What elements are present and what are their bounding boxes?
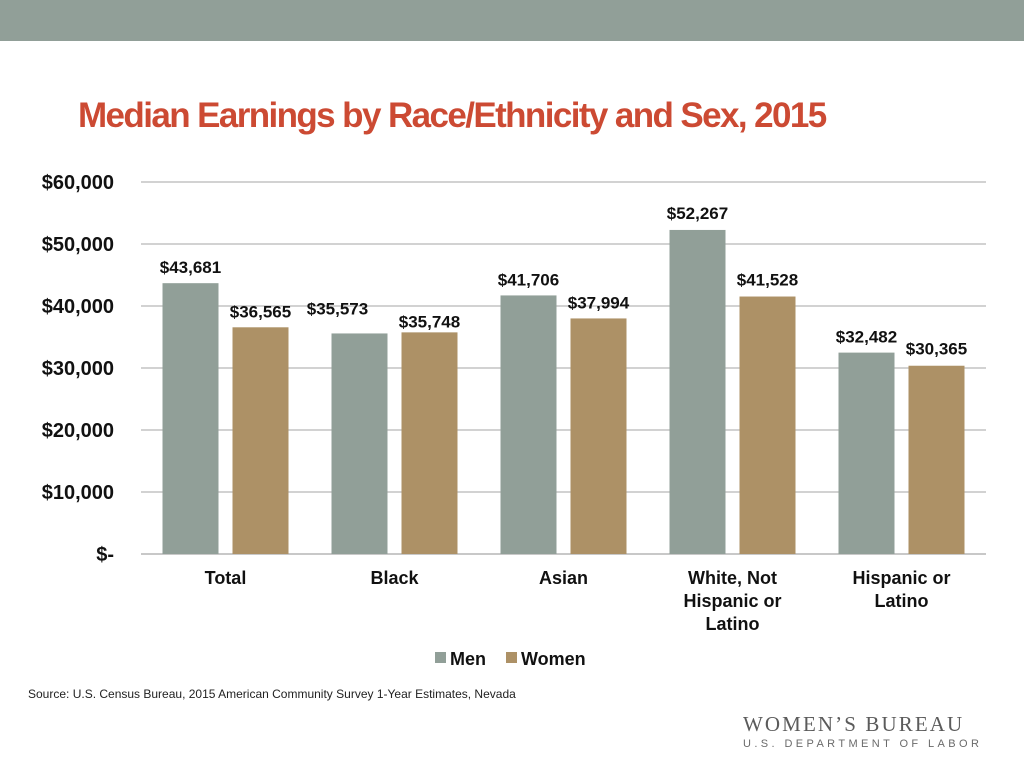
bar-women [401,332,458,554]
data-label: $32,482 [836,328,897,347]
y-tick-label: $30,000 [42,358,114,380]
legend: Men Women [435,649,586,669]
data-label: $43,681 [160,258,221,277]
data-label: $41,528 [737,271,798,290]
x-tick-label: Total [205,568,247,588]
bars [162,229,965,555]
bar-men [669,229,726,555]
x-tick-label: Black [370,568,419,588]
bar-men [162,283,219,554]
bar-women [908,365,965,554]
legend-swatch-men [435,652,446,663]
y-tick-label: $20,000 [42,420,114,442]
bar-women [570,318,627,554]
source-note: Source: U.S. Census Bureau, 2015 America… [28,687,516,701]
bar-men [500,295,557,554]
logo-main-text: WOMEN’S BUREAU [743,712,965,736]
x-axis-labels: Total Black Asian White, Not Hispanic or Lati… [205,568,951,634]
data-label: $35,748 [399,312,460,331]
data-label: $30,365 [906,340,967,359]
slide-title: Median Earnings by Race/Ethnicity and Se… [78,96,827,135]
y-tick-label: $- [96,544,114,566]
data-label: $35,573 [307,299,368,318]
y-tick-label: $10,000 [42,482,114,504]
data-label: $52,267 [667,204,728,223]
top-banner [0,0,1024,41]
y-tick-label: $40,000 [42,296,114,318]
data-labels: $43,681 $36,565 $35,573 $35,748 $41,706 $37,9… [160,204,967,359]
bar-men [331,333,388,554]
y-axis-labels: $- $10,000 $20,000 $30,000 $40,000 $50,000 $60… [42,172,114,566]
legend-swatch-women [506,652,517,663]
y-tick-label: $50,000 [42,234,114,256]
legend-label-men: Men [450,649,486,669]
data-label: $36,565 [230,302,291,321]
logo-sub-text: U.S. DEPARTMENT OF LABOR [743,738,983,750]
womens-bureau-logo: WOMEN’S BUREAU U.S. DEPARTMENT OF LABOR [743,712,983,752]
bar-men [838,352,895,554]
x-tick-label: Asian [539,568,588,588]
data-label: $37,994 [568,293,630,312]
bar-chart: $- $10,000 $20,000 $30,000 $40,000 $50,000 $60… [42,172,986,669]
data-label: $41,706 [498,270,559,289]
x-tick-label: White, Not Hispanic or Latino [683,568,781,634]
x-tick-label: Hispanic or Latino [852,568,950,611]
bar-women [232,327,289,554]
legend-label-women: Women [521,649,586,669]
bar-women [739,296,796,554]
y-tick-label: $60,000 [42,172,114,194]
